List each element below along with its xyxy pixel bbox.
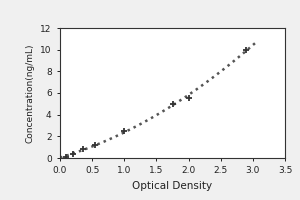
X-axis label: Optical Density: Optical Density: [132, 181, 213, 191]
Y-axis label: Concentration(ng/mL): Concentration(ng/mL): [26, 43, 34, 143]
